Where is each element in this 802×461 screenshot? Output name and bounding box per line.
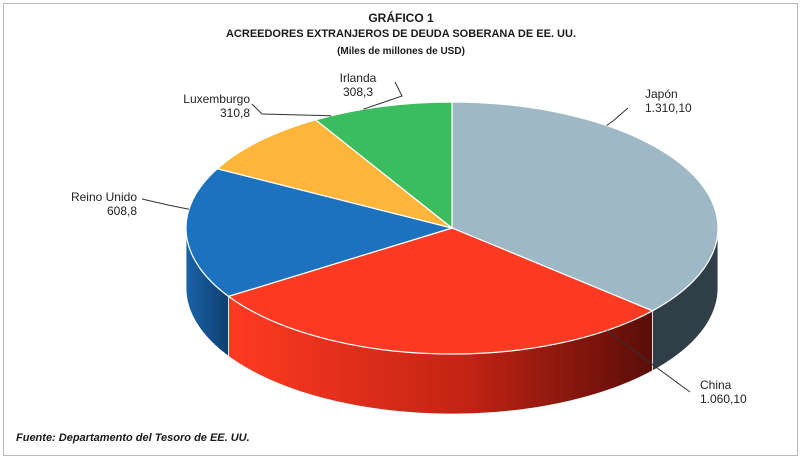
figure-label: GRÁFICO 1	[368, 11, 434, 25]
slice-name-irlanda: Irlanda	[340, 71, 377, 85]
pie-slice-luxemburgo	[216, 119, 453, 229]
leader-line-china	[606, 330, 691, 393]
slice-value-reino-unido: 608,8	[107, 204, 137, 218]
chart-subtitle: (Miles de millones de USD)	[337, 46, 465, 57]
pie-slice-reino-unido	[185, 168, 455, 298]
pie-slice-japon	[451, 101, 719, 312]
leader-line-irlanda	[363, 81, 403, 110]
slice-value-china: 1.060,10	[700, 392, 747, 406]
slice-name-luxemburgo: Luxemburgo	[183, 92, 250, 106]
pie-slice-irlanda	[314, 101, 453, 230]
leader-line-japon	[606, 107, 629, 126]
slice-name-reino-unido: Reino Unido	[71, 190, 137, 204]
slice-name-japon: Japón	[645, 87, 678, 101]
pie-slice-china	[227, 227, 654, 355]
leader-line-reino-unido	[141, 198, 190, 210]
chart-frame	[3, 3, 798, 456]
leader-line-luxemburgo	[251, 103, 332, 117]
slice-name-china: China	[700, 378, 732, 392]
slice-value-luxemburgo: 310,8	[220, 106, 250, 120]
slice-value-japon: 1.310,10	[645, 101, 692, 115]
slice-value-irlanda: 308,3	[343, 85, 373, 99]
chart-title: ACREEDORES EXTRANJEROS DE DEUDA SOBERANA…	[225, 28, 576, 40]
source-note: Fuente: Departamento del Tesoro de EE. U…	[16, 432, 250, 444]
